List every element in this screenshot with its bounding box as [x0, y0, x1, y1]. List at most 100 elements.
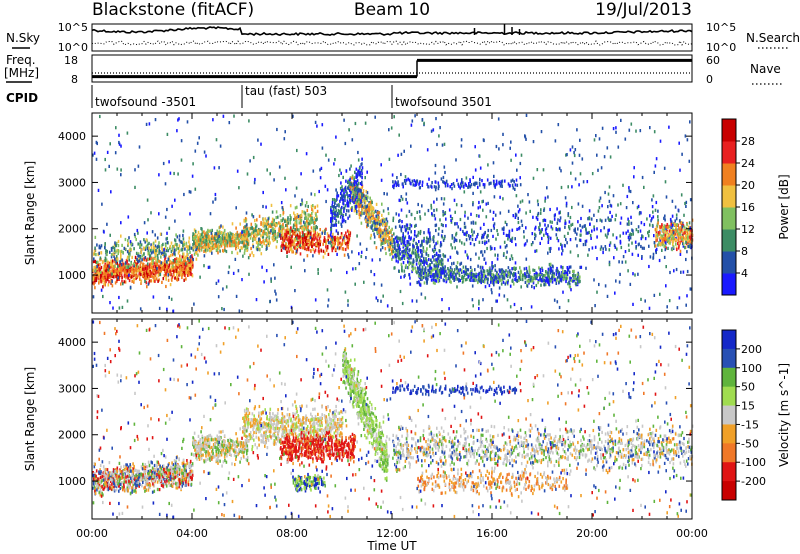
power-cell: [590, 236, 592, 240]
power-cell: [448, 277, 451, 281]
power-cell: [347, 201, 349, 205]
power-cell: [400, 241, 403, 245]
power-cell: [579, 265, 581, 269]
power-cell: [177, 271, 179, 275]
power-cell: [451, 236, 454, 240]
power-cell: [151, 270, 154, 275]
power-cell: [499, 269, 501, 274]
power-cell: [481, 240, 484, 244]
power-cell: [390, 230, 392, 234]
power-cell: [656, 224, 658, 228]
power-cell: [506, 250, 508, 254]
power-cell: [337, 194, 340, 198]
power-cell: [288, 236, 290, 240]
power-cell: [395, 212, 398, 216]
power-cell: [115, 250, 117, 254]
power-cell: [486, 269, 488, 273]
power-cell: [406, 201, 409, 205]
power-cell: [204, 242, 207, 246]
power-cell: [449, 275, 452, 279]
power-cell: [630, 215, 632, 219]
power-cell: [548, 262, 551, 267]
power-cell: [207, 238, 209, 242]
power-cell: [515, 278, 518, 283]
power-cell: [169, 254, 172, 258]
power-cell: [441, 271, 444, 275]
power-cell: [378, 215, 380, 219]
power-cell: [465, 238, 468, 242]
power-cell: [273, 228, 276, 232]
power-cell: [133, 247, 135, 251]
power-cell: [103, 282, 105, 286]
power-cell: [218, 246, 220, 250]
power-cell: [427, 230, 430, 234]
power-cell: [181, 272, 184, 277]
power-cell: [385, 217, 388, 221]
power-cell: [305, 243, 308, 247]
power-cell: [330, 208, 332, 212]
power-cell: [628, 222, 630, 226]
power-cell: [160, 263, 162, 268]
power-cell: [414, 248, 417, 252]
power-cell: [186, 249, 188, 253]
power-cell: [346, 204, 349, 208]
power-cell: [180, 271, 182, 275]
power-cell: [478, 271, 480, 275]
power-cell: [171, 275, 174, 279]
power-cell: [403, 256, 406, 260]
power-cell: [427, 237, 430, 241]
power-cell: [615, 236, 618, 240]
power-cell: [541, 266, 543, 270]
power-cell: [331, 246, 333, 250]
power-cell: [145, 265, 148, 269]
power-cell: [299, 245, 302, 250]
power-cell: [601, 219, 603, 223]
power-cell: [188, 236, 191, 240]
power-cell: [160, 268, 162, 272]
power-cell: [229, 235, 231, 239]
power-cell: [345, 190, 347, 194]
power-cell: [506, 281, 509, 285]
power-cell: [335, 209, 337, 213]
power-cell: [479, 265, 482, 269]
power-cell: [340, 181, 342, 185]
power-cell: [302, 238, 305, 242]
power-cell: [655, 249, 657, 253]
power-cell: [300, 221, 302, 225]
power-cell: [401, 250, 403, 254]
power-cell: [137, 269, 139, 273]
power-cell: [191, 261, 194, 265]
power-cell: [637, 204, 640, 208]
power-cell: [156, 236, 159, 240]
power-cell: [268, 239, 270, 243]
power-cell: [346, 202, 348, 206]
power-cell: [287, 216, 289, 220]
power-cell: [126, 255, 129, 259]
power-cell: [407, 266, 410, 270]
power-cell: [421, 271, 423, 275]
power-cell: [553, 274, 555, 278]
power-cell: [574, 237, 577, 241]
power-cell: [404, 265, 407, 269]
power-cell: [609, 210, 611, 214]
power-cell: [303, 243, 306, 247]
power-cell: [292, 250, 294, 254]
power-cell: [518, 208, 521, 212]
power-cell: [92, 276, 95, 280]
power-cell: [682, 244, 685, 248]
power-cell: [139, 263, 141, 267]
power-cell: [576, 277, 578, 281]
power-cell: [142, 263, 145, 267]
power-cell: [398, 245, 401, 249]
power-cell: [348, 214, 351, 218]
power-cell: [552, 275, 554, 279]
power-cell: [93, 266, 95, 270]
power-cell: [455, 272, 457, 276]
power-cell: [282, 239, 285, 244]
power-cell: [112, 269, 115, 274]
power-cell: [418, 258, 421, 263]
power-cell: [319, 242, 321, 246]
power-cell: [116, 257, 119, 261]
power-cell: [425, 257, 427, 261]
power-cell: [141, 266, 143, 270]
